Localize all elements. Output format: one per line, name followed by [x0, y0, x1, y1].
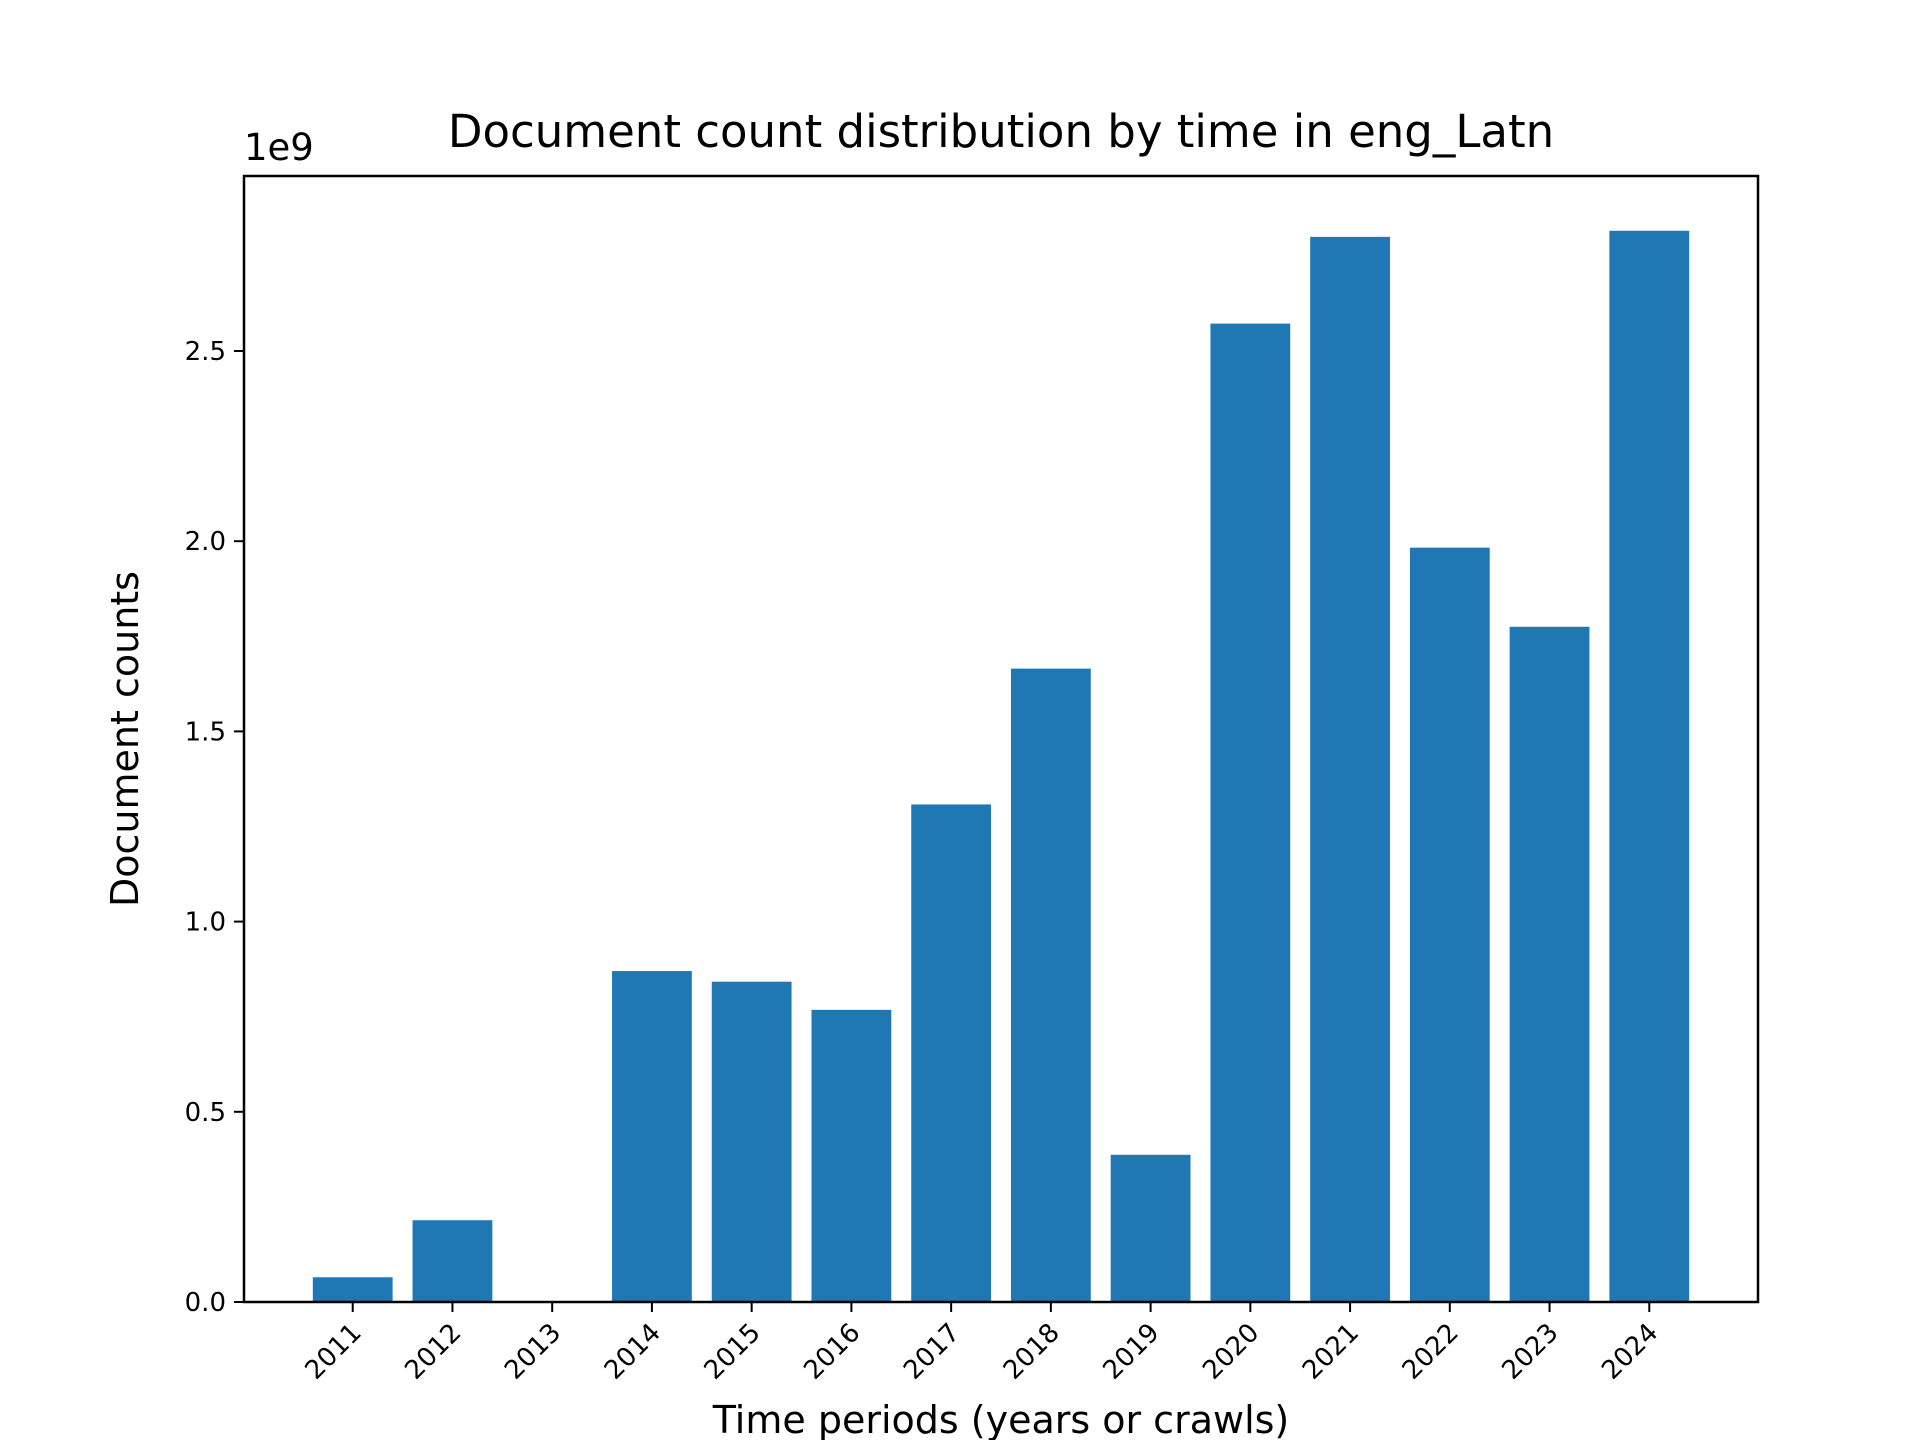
y-tick-label: 1.5: [185, 717, 226, 747]
y-tick-label: 2.0: [185, 527, 226, 557]
bar-2011: [312, 1277, 393, 1302]
bar-2023: [1509, 626, 1590, 1302]
y-axis: 0.0 0.5 1.0 1.5 2.0 2.5: [185, 337, 244, 1318]
y-axis-label: Document counts: [103, 571, 147, 907]
bar-2018: [1010, 668, 1091, 1302]
y-axis-offset-label: 1e9: [244, 126, 314, 169]
y-tick-label: 1.0: [185, 908, 226, 938]
bar-2014: [612, 971, 692, 1302]
bar-2015: [711, 981, 792, 1302]
chart-title: Document count distribution by time in e…: [448, 105, 1554, 158]
bars-group: [312, 230, 1690, 1303]
y-tick-label: 2.5: [185, 337, 226, 367]
bar-2016: [811, 1009, 892, 1302]
bar-2012: [412, 1220, 493, 1302]
bar-2024: [1609, 230, 1690, 1303]
bar-2017: [911, 804, 992, 1302]
bar-2020: [1210, 323, 1291, 1302]
y-tick-label: 0.5: [185, 1098, 226, 1128]
bar-2022: [1409, 547, 1490, 1302]
x-axis-label: Time periods (years or crawls): [712, 1398, 1290, 1440]
plot-frame: [242, 174, 1760, 1304]
bar-2019: [1110, 1154, 1191, 1302]
bar-2021: [1310, 236, 1390, 1302]
y-tick-label: 0.0: [185, 1288, 226, 1318]
